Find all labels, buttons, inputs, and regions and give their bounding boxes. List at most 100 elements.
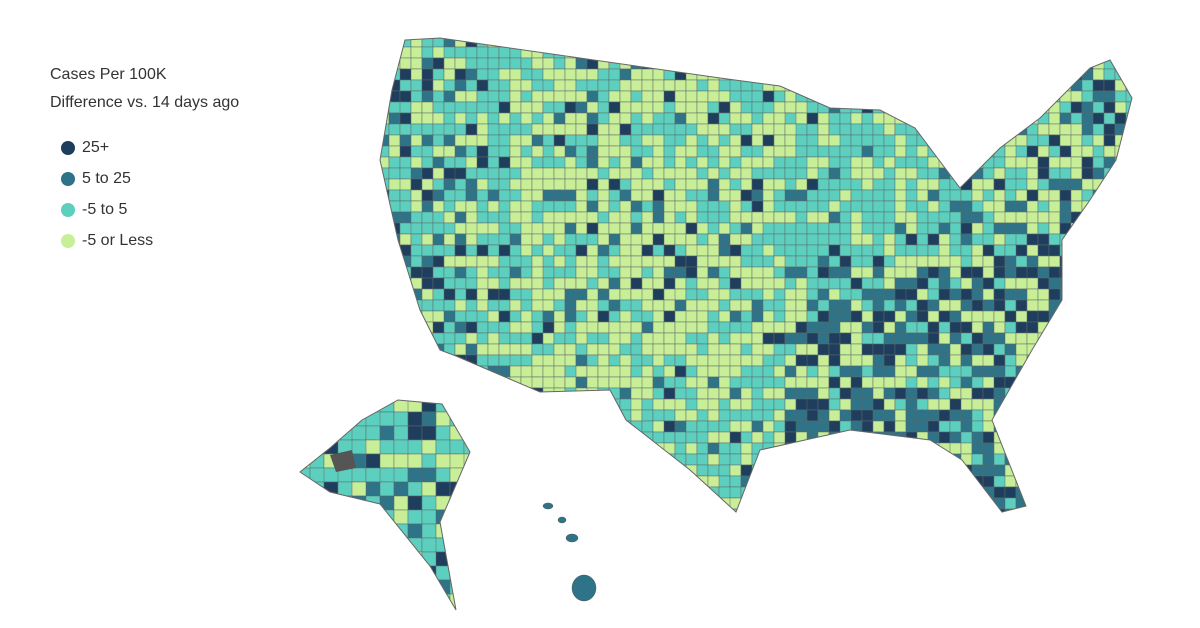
county: [784, 365, 797, 378]
county: [586, 464, 599, 477]
county: [380, 365, 390, 378]
county: [630, 200, 643, 213]
county: [586, 365, 599, 378]
county: [449, 453, 470, 469]
county: [949, 200, 962, 213]
county: [850, 90, 869, 103]
county: [663, 233, 676, 246]
county: [454, 79, 467, 92]
county: [773, 486, 786, 499]
county: [1081, 211, 1094, 224]
county: [1092, 409, 1105, 422]
county: [1004, 200, 1017, 213]
county: [828, 387, 841, 400]
county: [641, 299, 654, 312]
county: [351, 551, 367, 567]
county: [927, 310, 940, 323]
county: [1037, 398, 1056, 411]
county: [509, 453, 522, 466]
county: [806, 508, 825, 512]
county: [784, 156, 797, 169]
county: [487, 200, 500, 213]
county: [1125, 211, 1132, 224]
county: [850, 123, 863, 136]
county: [949, 431, 962, 444]
county: [1048, 167, 1061, 180]
county: [365, 551, 381, 567]
county: [542, 156, 555, 169]
county: [762, 134, 775, 147]
county: [861, 38, 874, 48]
county: [960, 453, 973, 466]
county: [388, 167, 401, 180]
county: [982, 156, 995, 169]
county: [883, 244, 896, 257]
county: [927, 453, 940, 466]
legend-label: -5 to 5: [82, 201, 127, 218]
county: [806, 255, 819, 268]
county: [905, 464, 924, 477]
county: [839, 321, 852, 334]
county: [597, 38, 610, 48]
county: [905, 38, 918, 48]
county: [894, 387, 907, 400]
county: [300, 565, 319, 581]
county: [608, 420, 621, 433]
county: [1070, 288, 1083, 301]
county: [365, 523, 381, 539]
county: [784, 244, 797, 257]
county: [1103, 222, 1116, 235]
county: [1015, 178, 1028, 191]
county: [905, 442, 918, 455]
county: [323, 593, 339, 609]
county: [883, 497, 896, 510]
county: [993, 431, 1006, 444]
county: [982, 255, 995, 268]
county: [828, 365, 841, 378]
county: [1081, 288, 1094, 301]
county: [806, 123, 819, 136]
county: [1125, 244, 1132, 257]
county: [850, 244, 863, 257]
county: [960, 497, 973, 510]
county: [740, 178, 753, 191]
county: [407, 537, 423, 553]
county: [839, 123, 852, 136]
county: [1026, 38, 1045, 48]
county: [960, 233, 973, 246]
county: [784, 453, 797, 466]
county: [861, 376, 874, 389]
county: [740, 211, 753, 224]
county: [1125, 134, 1132, 147]
county: [586, 508, 605, 512]
county: [432, 178, 445, 191]
county: [685, 431, 698, 444]
county: [432, 343, 445, 356]
county: [718, 288, 731, 301]
county: [762, 68, 775, 81]
county: [1070, 134, 1083, 147]
county: [323, 400, 347, 413]
county: [1048, 266, 1061, 279]
county: [399, 233, 412, 246]
county: [487, 79, 500, 92]
county: [641, 508, 654, 512]
county: [740, 38, 753, 48]
county: [1026, 68, 1039, 81]
county: [476, 211, 489, 224]
county: [520, 57, 533, 70]
county: [916, 156, 929, 169]
county: [960, 398, 973, 411]
county: [487, 90, 500, 103]
county: [300, 551, 311, 567]
county: [883, 486, 902, 499]
county: [894, 321, 907, 334]
county: [520, 343, 533, 356]
county: [674, 189, 687, 202]
county: [388, 211, 401, 224]
county: [393, 551, 409, 567]
county: [861, 233, 874, 246]
county: [575, 123, 588, 136]
county: [597, 211, 610, 224]
county: [949, 244, 962, 257]
